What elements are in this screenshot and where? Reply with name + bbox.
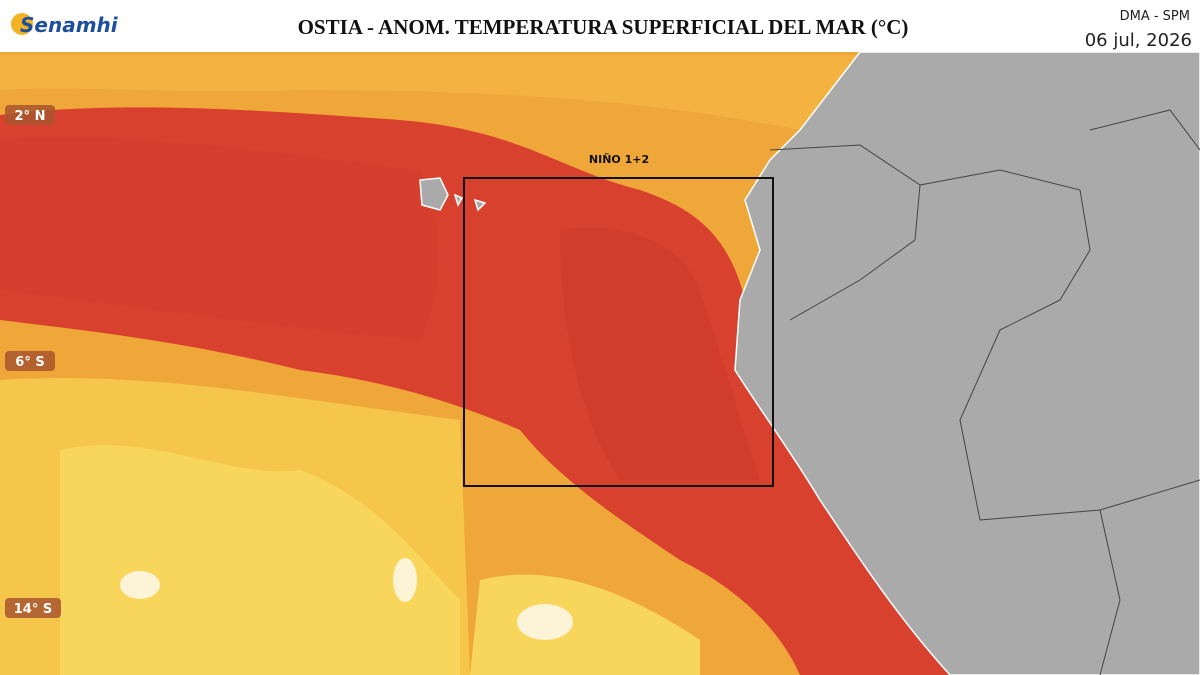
cool-zone: [0, 55, 860, 130]
borders: [769, 109, 1200, 675]
latitude-labels: 2° N 6° S 14° S: [5, 105, 61, 618]
header-bar: [0, 0, 1200, 52]
anomaly-zone: [0, 137, 439, 340]
lat-label: 2° N: [15, 109, 46, 124]
date: 06 jul, 2026: [1085, 30, 1192, 51]
lat-label: 6° S: [15, 355, 44, 370]
lat-badge: [5, 351, 55, 371]
galapagos: [419, 177, 487, 212]
warm-spot: [517, 604, 573, 640]
logo: Senamhi: [11, 13, 119, 37]
warm-zone: [60, 445, 460, 675]
region-label: NIÑO 1+2: [589, 153, 649, 166]
warm-spot: [393, 558, 417, 602]
nino-region-box: [463, 177, 774, 487]
sst-field: [0, 52, 1200, 675]
lat-badge: [5, 105, 55, 125]
logo-sun: [11, 13, 33, 35]
land: [734, 51, 1200, 675]
map-title: OSTIA - ANOM. TEMPERATURA SUPERFICIAL DE…: [298, 15, 909, 39]
warm-zone: [470, 574, 700, 675]
anomaly-core: [560, 227, 760, 480]
agency: DMA - SPM: [1120, 9, 1190, 24]
lat-badge: [5, 598, 61, 618]
lat-label: 14° S: [14, 602, 52, 617]
warm-spot: [120, 571, 160, 599]
logo-text: Senamhi: [20, 13, 119, 37]
